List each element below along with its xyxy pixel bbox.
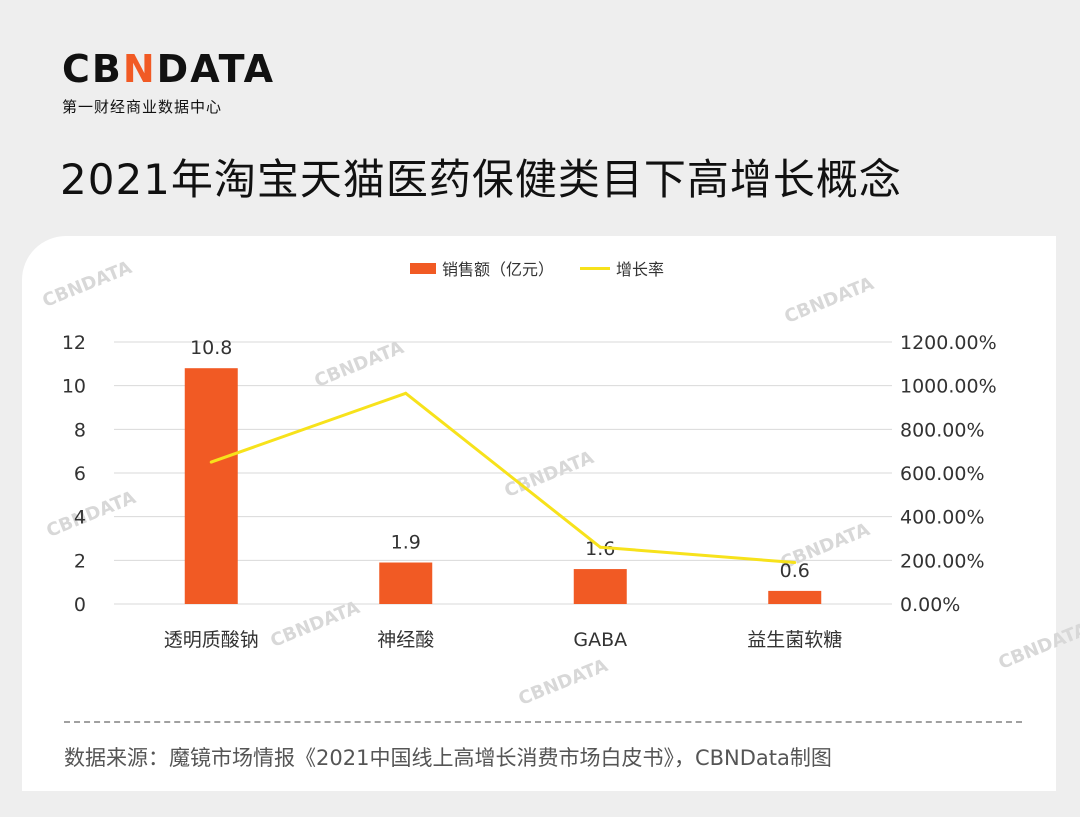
- source-note: 数据来源：魔镜市场情报《2021中国线上高增长消费市场白皮书》，CBNData制…: [64, 746, 832, 770]
- y-left-tick-label: 2: [74, 550, 86, 572]
- y-right-tick-label: 800.00%: [900, 419, 985, 441]
- logo-wordmark: CBNDATA: [62, 47, 276, 91]
- y-left-tick-label: 12: [62, 332, 86, 354]
- y-left-tick-label: 8: [74, 419, 86, 441]
- y-left-tick-label: 4: [74, 507, 86, 529]
- y-right-tick-label: 400.00%: [900, 507, 985, 529]
- growth-point: [209, 460, 213, 464]
- legend-line-swatch: [580, 266, 611, 270]
- dashed-divider: [64, 721, 1022, 723]
- y-right-tick-label: 0.00%: [900, 594, 960, 616]
- y-left-tick-label: 0: [74, 594, 86, 616]
- y-right-tick-label: 1000.00%: [900, 376, 997, 398]
- y-right-tick-label: 200.00%: [900, 550, 985, 572]
- chart-legend: 销售额（亿元） 增长率: [410, 256, 690, 280]
- bar: [184, 368, 238, 604]
- bar: [768, 590, 822, 604]
- x-tick-label: 益生菌软糖: [747, 629, 842, 651]
- page-title: 2021年淘宝天猫医药保健类目下高增长概念: [60, 155, 902, 204]
- y-right-tick-label: 1200.00%: [900, 332, 997, 354]
- chart-card: CBNDATA CBNDATA CBNDATA CBNDATA CBNDATA …: [22, 236, 1080, 791]
- combo-chart: 0 2 4 6 8 10 12 0.00% 200.00% 400.00% 600.00% 800.0…: [62, 332, 997, 651]
- y-left-tick-label: 6: [74, 463, 86, 485]
- logo-subtitle: 第一财经商业数据中心: [62, 98, 223, 116]
- bar-value-label: 1.9: [391, 532, 421, 554]
- cbndata-logo: CBNDATA 第一财经商业数据中心: [62, 50, 275, 117]
- x-tick-label: GABA: [573, 629, 627, 651]
- bar-value-label: 10.8: [190, 337, 232, 359]
- legend-item-growth: 增长率: [580, 256, 664, 280]
- legend-item-sales: 销售额（亿元）: [410, 256, 554, 280]
- bar: [573, 569, 627, 604]
- y-right-tick-label: 600.00%: [900, 463, 985, 485]
- bar-value-label: 0.6: [780, 560, 810, 582]
- growth-point: [793, 561, 797, 565]
- bar-value-label: 1.6: [585, 538, 615, 560]
- legend-label-sales: 销售额（亿元）: [442, 260, 555, 279]
- x-tick-label: 透明质酸钠: [164, 629, 259, 651]
- bar: [379, 562, 433, 604]
- legend-bar-swatch: [410, 262, 436, 274]
- growth-point: [598, 545, 602, 549]
- y-left-tick-label: 10: [62, 376, 86, 398]
- legend-label-growth: 增长率: [616, 260, 665, 279]
- x-tick-label: 神经酸: [377, 629, 434, 651]
- growth-line: [210, 391, 795, 565]
- growth-point: [404, 391, 408, 395]
